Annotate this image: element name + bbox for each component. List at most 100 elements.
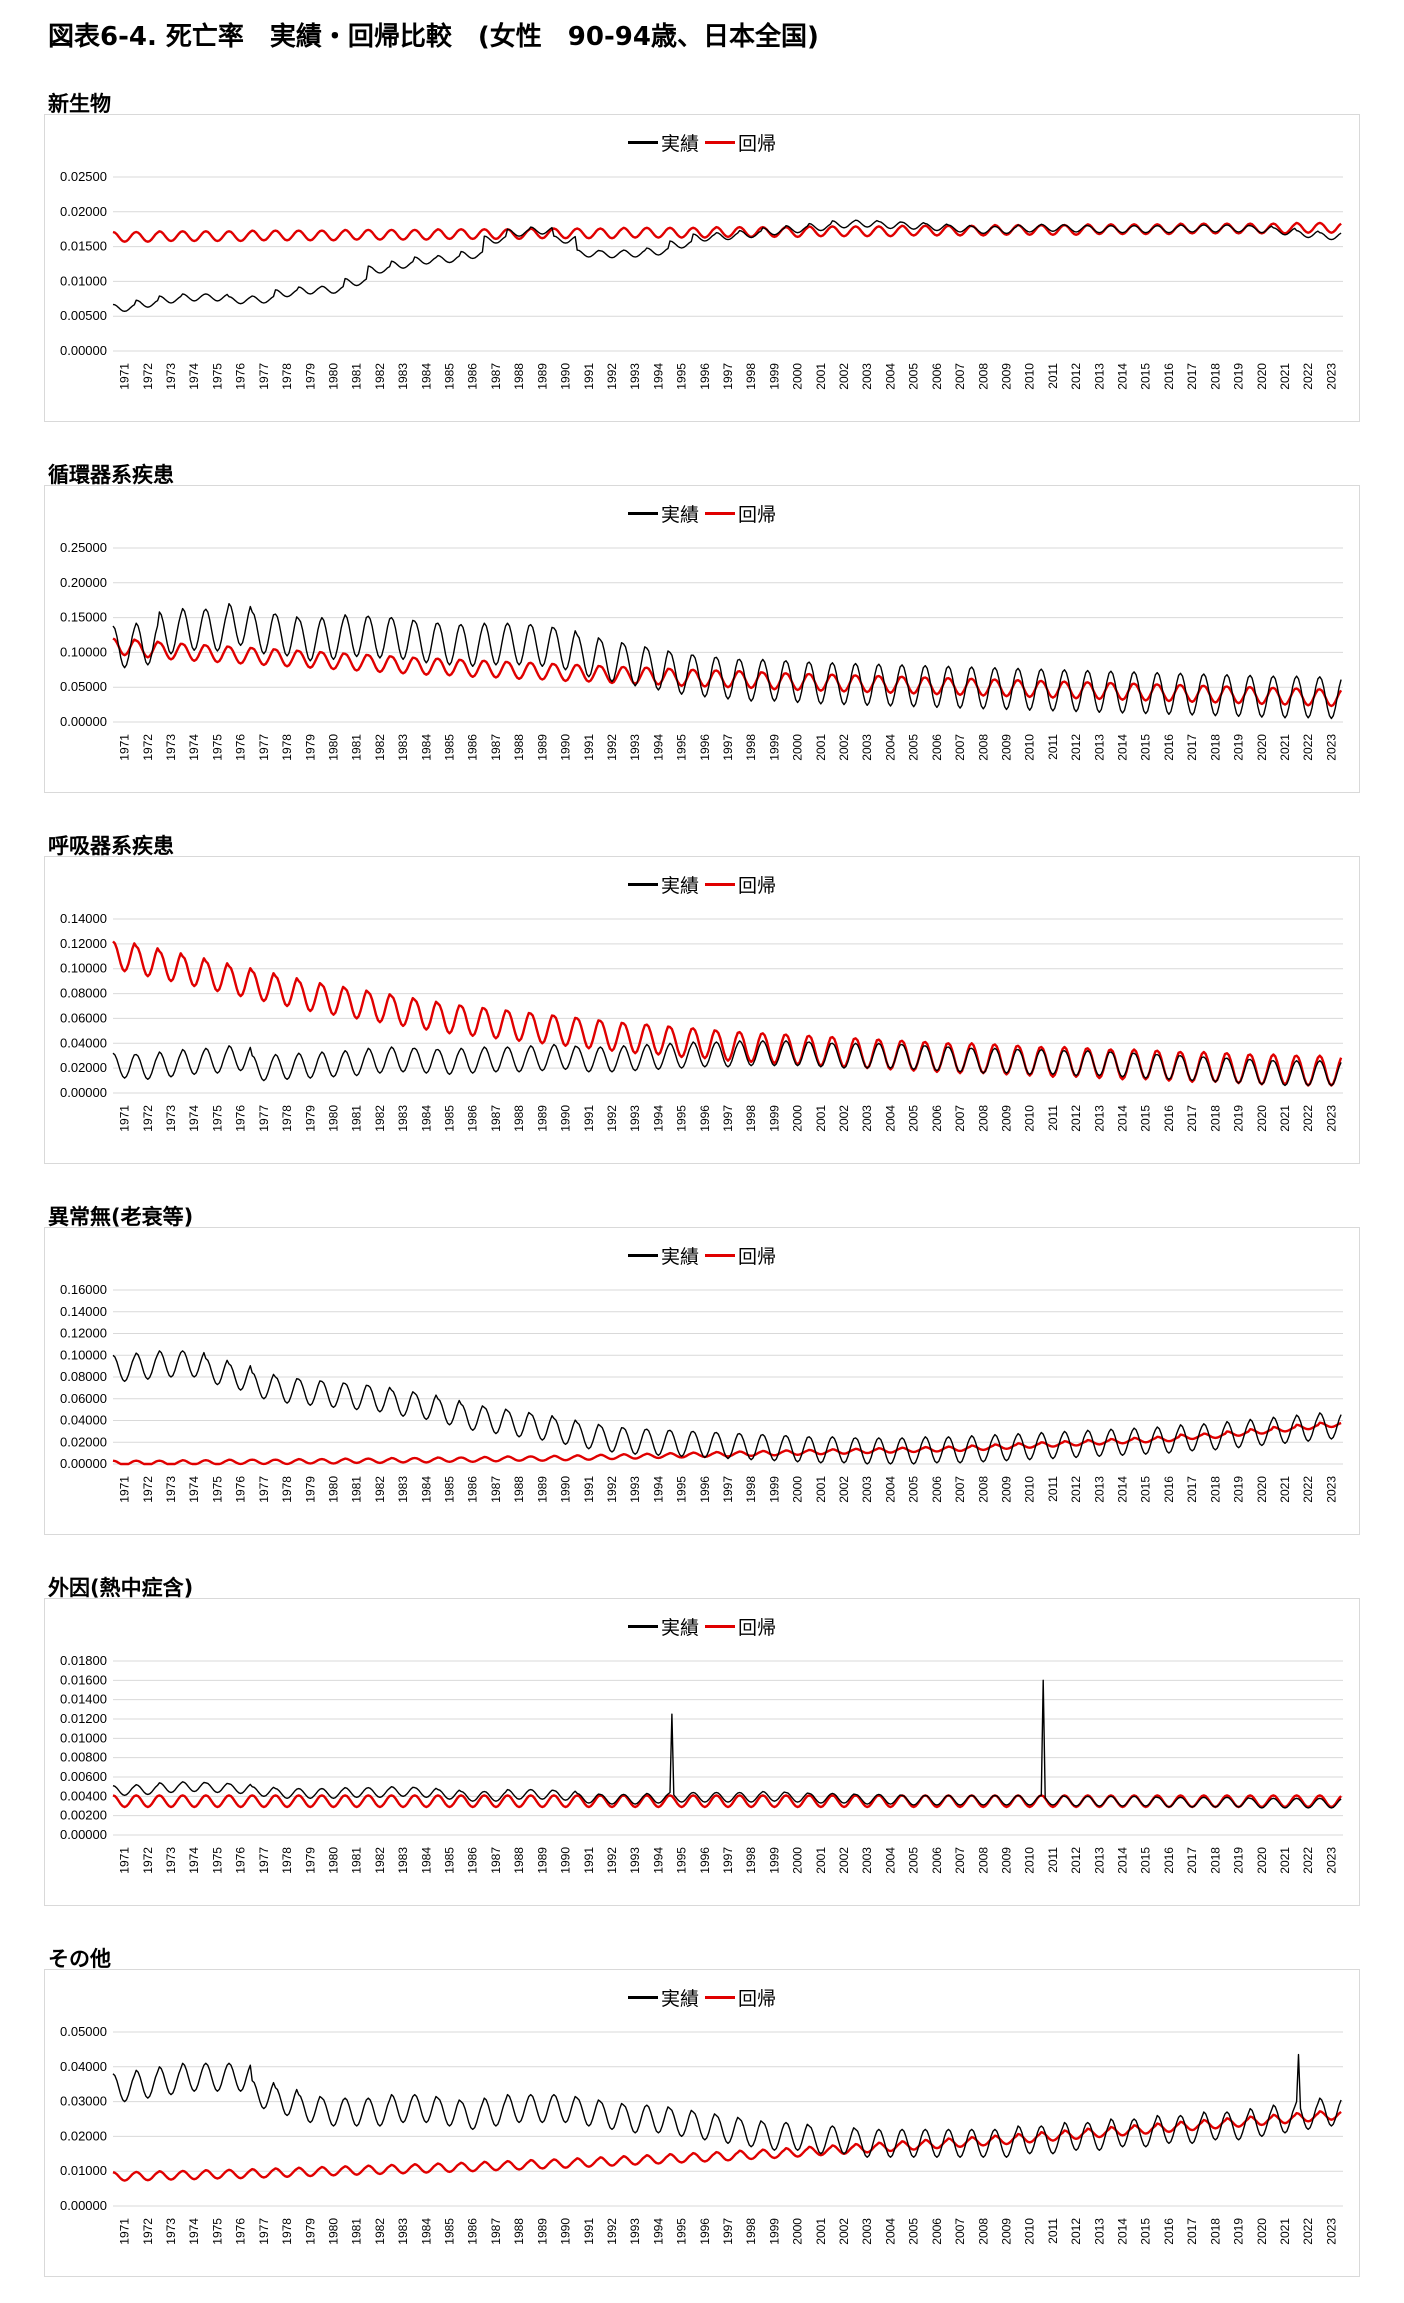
x-tick-label: 2007 [953,734,967,761]
x-tick-label: 1997 [721,734,735,761]
y-tick-label: 0.05000 [60,679,107,694]
x-tick-label: 2018 [1208,1105,1222,1132]
x-tick-label: 1971 [118,1847,132,1874]
x-tick-label: 1980 [326,2218,340,2245]
x-tick-label: 1986 [466,1476,480,1503]
legend-item-regression: 回帰 [705,1242,776,1269]
legend-swatch-actual [627,1625,658,1628]
x-tick-label: 1989 [535,363,549,390]
x-tick-label: 1988 [512,734,526,761]
chart-svg: 0.16000 0.14000 0.12000 0.10000 0.08000 0.060… [60,1282,1343,1503]
x-tick-label: 2008 [976,1847,990,1874]
y-tick-label: 0.00800 [60,1750,107,1765]
x-tick-label: 2021 [1278,363,1292,390]
y-tick-label: 0.08000 [60,1369,107,1384]
y-tick-label: 0.00000 [60,2198,107,2213]
section-label: その他 [48,1947,111,1971]
x-tick-label: 1984 [419,734,433,761]
chart-legend: 実績 回帰 [45,1982,1359,2011]
x-tick-label: 1991 [582,1476,596,1503]
x-tick-label: 1971 [118,1105,132,1132]
x-tick-label: 2007 [953,1105,967,1132]
x-tick-label: 2014 [1116,1476,1130,1503]
x-tick-label: 2008 [976,1105,990,1132]
x-tick-label: 2008 [976,1476,990,1503]
x-tick-label: 1983 [396,1105,410,1132]
x-tick-label: 2015 [1139,1105,1153,1132]
x-tick-label: 1999 [767,1476,781,1503]
x-tick-label: 2017 [1185,2218,1199,2245]
legend-label-regression: 回帰 [738,1988,777,2010]
legend-label-regression: 回帰 [738,504,777,526]
x-tick-label: 1985 [443,363,457,390]
x-tick-label: 1988 [512,1105,526,1132]
legend-label-actual: 実績 [660,1246,699,1268]
x-tick-label: 1979 [303,734,317,761]
x-tick-label: 1981 [350,363,364,390]
x-tick-label: 1987 [489,1105,503,1132]
x-tick-label: 2016 [1162,1476,1176,1503]
x-tick-label: 2019 [1232,363,1246,390]
x-tick-label: 1993 [628,1476,642,1503]
x-tick-label: 1992 [605,1105,619,1132]
y-tick-label: 0.10000 [60,1347,107,1362]
x-tick-label: 1977 [257,1105,271,1132]
chart-legend: 実績 回帰 [45,869,1359,898]
x-tick-label: 2014 [1116,2218,1130,2245]
x-tick-label: 2003 [860,363,874,390]
x-tick-label: 1987 [489,734,503,761]
chart-svg: 0.14000 0.12000 0.10000 0.08000 0.06000 0.040… [60,911,1343,1132]
x-tick-label: 1976 [234,1476,248,1503]
x-tick-label: 1986 [466,1105,480,1132]
x-tick-label: 2020 [1255,363,1269,390]
x-tick-label: 1989 [535,1847,549,1874]
x-tick-label: 2020 [1255,1847,1269,1874]
x-tick-label: 1973 [164,734,178,761]
y-tick-label: 0.03000 [60,2094,107,2109]
x-tick-label: 1999 [767,1105,781,1132]
x-tick-label: 2005 [907,1847,921,1874]
legend-item-actual: 実績 [627,129,699,156]
y-tick-label: 0.00000 [60,343,107,358]
chart-svg: 0.02500 0.02000 0.01500 0.01000 0.00500 0.000… [60,169,1343,390]
x-tick-label: 2006 [930,1105,944,1132]
x-tick-label: 1982 [373,1105,387,1132]
x-tick-label: 1973 [164,363,178,390]
y-tick-label: 0.10000 [60,961,107,976]
x-tick-label: 2019 [1232,1847,1246,1874]
x-tick-label: 1978 [280,2218,294,2245]
series-line-regression [112,2110,1342,2182]
x-tick-label: 2012 [1069,2218,1083,2245]
chart-panel: 実績 回帰 0.05000 0.04000 0.03000 0.02000 0.01000 0… [44,1969,1360,2277]
chart-legend: 実績 回帰 [45,127,1359,156]
x-tick-label: 1977 [257,1847,271,1874]
x-tick-label: 2016 [1162,1105,1176,1132]
x-tick-label: 1992 [605,1847,619,1874]
x-tick-label: 1988 [512,1476,526,1503]
x-tick-label: 2007 [953,363,967,390]
legend-item-actual: 実績 [627,1613,699,1640]
x-tick-label: 1977 [257,1476,271,1503]
x-tick-label: 1979 [303,363,317,390]
x-tick-label: 1971 [118,363,132,390]
y-tick-label: 0.05000 [60,2024,107,2039]
x-tick-label: 2009 [999,734,1013,761]
x-tick-label: 1999 [767,2218,781,2245]
y-tick-label: 0.20000 [60,575,107,590]
x-tick-label: 2005 [907,1476,921,1503]
x-tick-label: 2000 [791,2218,805,2245]
x-tick-label: 2023 [1324,1476,1338,1503]
x-tick-label: 2018 [1208,2218,1222,2245]
x-tick-label: 2003 [860,734,874,761]
y-tick-label: 0.00600 [60,1769,107,1784]
x-tick-label: 2022 [1301,1105,1315,1132]
x-tick-label: 1979 [303,1847,317,1874]
chart-panel: 実績 回帰 0.16000 0.14000 0.12000 0.10000 0.08000 0… [44,1227,1360,1535]
x-tick-label: 2004 [883,1105,897,1132]
x-tick-label: 2004 [883,1476,897,1503]
x-tick-label: 1983 [396,1476,410,1503]
y-tick-label: 0.16000 [60,1282,107,1297]
series-line-actual [112,2053,1342,2158]
x-tick-label: 2013 [1092,363,1106,390]
x-tick-label: 1980 [326,1105,340,1132]
